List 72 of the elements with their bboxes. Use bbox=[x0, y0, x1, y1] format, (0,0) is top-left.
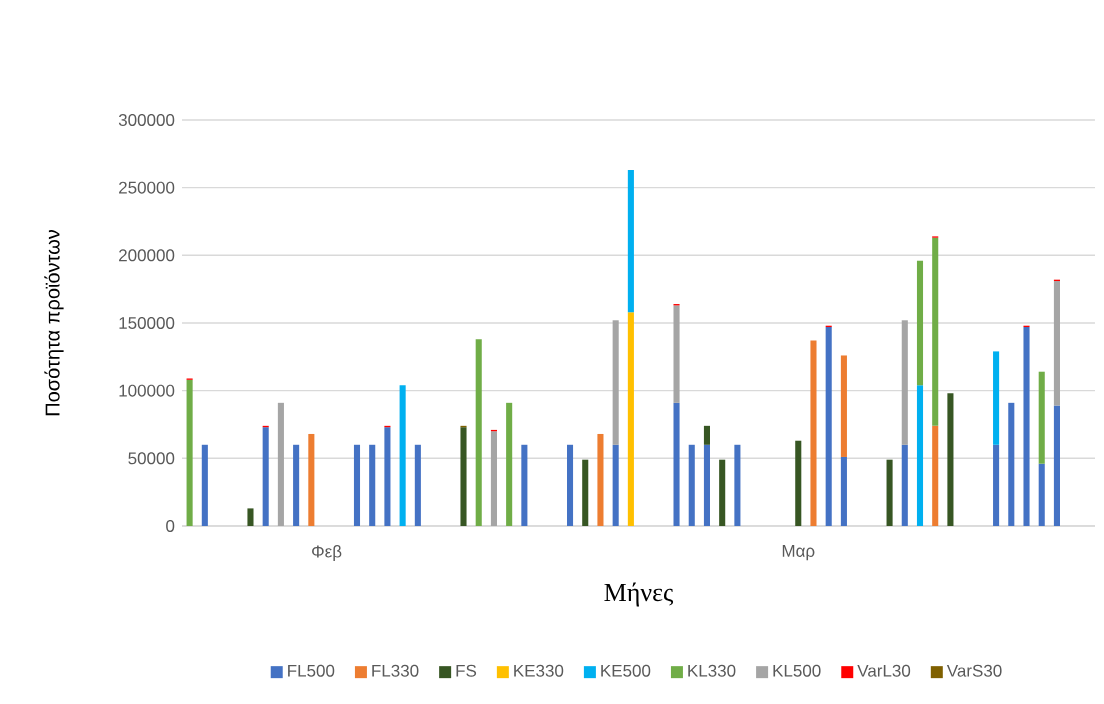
bar bbox=[719, 459, 726, 526]
bar bbox=[825, 327, 832, 526]
legend-label: KL330 bbox=[688, 664, 736, 677]
y-tick-label: 100000 bbox=[119, 384, 175, 397]
bar bbox=[673, 305, 680, 403]
bar bbox=[703, 425, 711, 445]
bar bbox=[582, 459, 589, 526]
bar bbox=[901, 320, 908, 445]
y-tick-label: 200000 bbox=[119, 249, 175, 262]
bar bbox=[1038, 463, 1045, 526]
bar bbox=[490, 431, 497, 526]
bar bbox=[734, 444, 741, 526]
bar bbox=[1053, 405, 1060, 526]
bar bbox=[506, 402, 513, 526]
bar bbox=[521, 444, 528, 526]
y-tick-label: 0 bbox=[166, 519, 175, 532]
bar bbox=[1023, 327, 1030, 526]
bar bbox=[795, 440, 802, 526]
bar bbox=[384, 427, 391, 526]
bar bbox=[703, 444, 711, 526]
legend-label: KE330 bbox=[514, 664, 564, 677]
bar bbox=[627, 170, 634, 313]
bar bbox=[810, 340, 817, 526]
bar bbox=[932, 237, 939, 426]
legend-label: FL330 bbox=[372, 664, 419, 677]
bar bbox=[262, 427, 269, 526]
bar bbox=[673, 402, 680, 526]
bar bbox=[1053, 281, 1060, 406]
x-axis-title: Μήνες bbox=[604, 582, 674, 607]
legend-label: VarL30 bbox=[857, 664, 911, 677]
bar bbox=[460, 427, 467, 526]
bar bbox=[840, 456, 847, 526]
x-tick-label: Φεβ bbox=[312, 545, 342, 561]
bar bbox=[688, 444, 695, 526]
legend-label: VarS30 bbox=[946, 664, 1002, 677]
bar bbox=[247, 508, 254, 526]
y-tick-label: 250000 bbox=[119, 181, 175, 194]
bar bbox=[1038, 371, 1045, 464]
bar bbox=[277, 402, 284, 526]
bar bbox=[916, 260, 924, 386]
legend-label: KE500 bbox=[601, 664, 651, 677]
bar bbox=[916, 385, 924, 526]
bar bbox=[399, 385, 406, 526]
bar bbox=[612, 320, 619, 445]
bar bbox=[612, 444, 619, 526]
bar bbox=[201, 444, 208, 526]
y-tick-label: 50000 bbox=[128, 452, 175, 465]
bar bbox=[566, 444, 574, 526]
bar bbox=[993, 351, 1000, 445]
bar bbox=[353, 444, 361, 526]
bar bbox=[186, 379, 193, 526]
bar bbox=[840, 355, 847, 457]
bar bbox=[475, 339, 482, 526]
bar bbox=[947, 393, 954, 526]
y-tick-label: 150000 bbox=[119, 316, 175, 329]
bar bbox=[1008, 402, 1015, 526]
legend-label: FS bbox=[456, 664, 477, 677]
bar bbox=[597, 433, 604, 526]
y-axis-title: Ποσότητα προϊόντων bbox=[44, 229, 64, 416]
x-tick-label: Μαρ bbox=[782, 545, 815, 561]
y-tick-label: 300000 bbox=[118, 113, 175, 126]
bar bbox=[308, 433, 315, 526]
bar bbox=[369, 444, 376, 526]
bar bbox=[993, 444, 1000, 526]
legend-label: KL500 bbox=[773, 664, 821, 677]
bar bbox=[627, 312, 634, 526]
bar bbox=[293, 444, 300, 526]
bar bbox=[901, 444, 908, 526]
legend-label: FL500 bbox=[288, 664, 335, 677]
bar bbox=[414, 444, 421, 526]
bar bbox=[886, 459, 893, 526]
bar bbox=[932, 425, 939, 526]
